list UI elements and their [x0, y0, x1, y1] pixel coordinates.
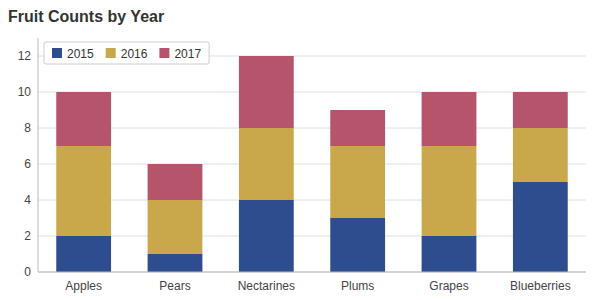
bar-segment: [513, 92, 568, 128]
title: Fruit Counts by Year: [8, 8, 164, 25]
grid: [38, 56, 586, 272]
x-tick-label: Grapes: [429, 279, 468, 293]
bar-segment: [330, 218, 385, 272]
bars: [56, 56, 567, 272]
grid-line: [38, 128, 586, 129]
bar-segment: [239, 200, 294, 272]
legend-item: 2017: [159, 47, 201, 61]
y-axis-line: [38, 38, 39, 272]
bar-segment: [56, 92, 111, 146]
x-axis-line: [38, 272, 586, 273]
x-tick-label: Blueberries: [510, 279, 571, 293]
legend-swatch: [52, 48, 62, 58]
legend-label: 2017: [174, 47, 201, 61]
x-tick-label: Nectarines: [238, 279, 295, 293]
x-tick-label: Plums: [341, 279, 374, 293]
grid-line: [38, 272, 586, 273]
bar-segment: [330, 110, 385, 146]
y-tick-label: 12: [18, 49, 32, 63]
bar-segment: [148, 200, 203, 254]
legend-label: 2016: [121, 47, 148, 61]
grid-line: [38, 92, 586, 93]
bar-segment: [330, 146, 385, 218]
legend: 2015 2016 2017: [44, 42, 209, 64]
legend-swatch: [159, 48, 169, 58]
chart: Fruit Counts by Year 0 2 4 6 8 10 12 Apples Pears…: [0, 0, 600, 300]
x-tick-label: Apples: [65, 279, 102, 293]
bar-segment: [239, 128, 294, 200]
legend-swatch: [106, 48, 116, 58]
bar-segment: [56, 146, 111, 236]
legend-frame: [44, 42, 209, 64]
y-tick-label: 8: [24, 121, 31, 135]
legend-label: 2015: [67, 47, 94, 61]
grid-line: [38, 236, 586, 237]
bar-segment: [513, 182, 568, 272]
bar-segment: [513, 128, 568, 182]
bar-segment: [422, 146, 477, 236]
y-tick-label: 10: [18, 85, 32, 99]
y-tick-label: 2: [24, 229, 31, 243]
bar-segment: [239, 56, 294, 128]
y-tick-label: 4: [24, 193, 31, 207]
x-tick-label: Pears: [159, 279, 190, 293]
legend-item: 2015: [52, 47, 94, 61]
bar-segment: [56, 236, 111, 272]
bar-segment: [148, 254, 203, 272]
bar-segment: [422, 236, 477, 272]
y-tick-label: 6: [24, 157, 31, 171]
grid-line: [38, 164, 586, 165]
bar-segment: [422, 92, 477, 146]
y-tick-label: 0: [24, 265, 31, 279]
grid-line: [38, 200, 586, 201]
bar-segment: [148, 164, 203, 200]
legend-item: 2016: [106, 47, 148, 61]
